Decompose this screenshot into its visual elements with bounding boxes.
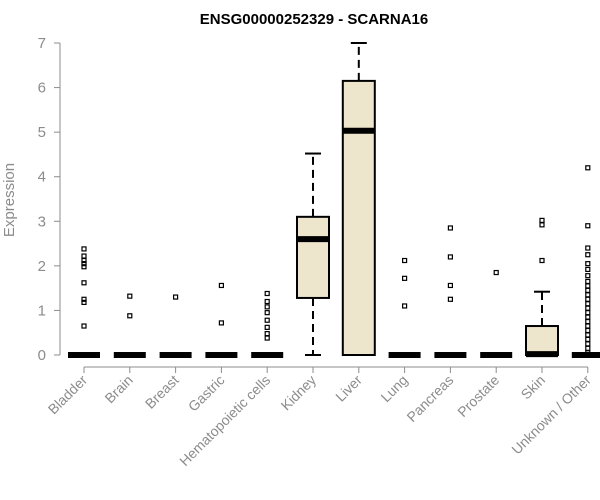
x-tick-label: Gastric	[185, 372, 228, 415]
outlier-point	[264, 324, 270, 330]
outlier-point	[447, 282, 453, 289]
x-tick-label: Pancreas	[403, 372, 456, 425]
outlier-point	[539, 257, 545, 264]
outlier-point	[264, 335, 270, 341]
box	[296, 215, 330, 299]
outlier-point	[585, 252, 591, 258]
outlier-point	[264, 298, 270, 305]
outlier-point	[585, 341, 591, 347]
outlier-point	[585, 283, 591, 289]
outlier-point	[81, 299, 87, 306]
box	[525, 325, 559, 356]
outlier-point	[585, 223, 591, 229]
outlier-point	[81, 253, 87, 259]
y-tick-label: 0	[38, 347, 46, 364]
chart-title: ENSG00000252329 - SCARNA16	[200, 11, 428, 28]
box-group	[251, 290, 284, 358]
outlier-point	[585, 245, 591, 251]
outlier-point	[585, 327, 591, 334]
outlier-point	[264, 317, 270, 323]
outlier-point	[402, 275, 408, 281]
box-group	[388, 257, 421, 358]
outlier-point	[585, 266, 591, 273]
outlier-point	[585, 318, 591, 325]
outlier-point	[173, 294, 179, 300]
box-group	[205, 282, 238, 358]
outlier-point	[585, 278, 591, 285]
box-series	[68, 42, 600, 358]
outlier-point	[585, 261, 591, 267]
outlier-point	[127, 293, 133, 299]
outlier-point	[585, 301, 591, 307]
y-tick-label: 1	[38, 302, 46, 319]
x-tick-label: Hematopoietic cells	[176, 372, 273, 469]
box	[341, 79, 376, 356]
x-tick-label: Prostate	[454, 372, 502, 420]
outlier-point	[447, 225, 453, 231]
outlier-point	[585, 336, 591, 342]
outlier-point	[585, 345, 591, 351]
x-tick-label: Kidney	[278, 372, 320, 414]
outlier-point	[539, 222, 545, 228]
x-tick-label: Bladder	[45, 372, 91, 418]
outlier-point	[585, 273, 591, 279]
outlier-point	[585, 165, 591, 171]
outlier-point	[264, 331, 270, 337]
y-tick-label: 2	[38, 258, 46, 275]
box-group	[341, 42, 376, 356]
outlier-point	[447, 254, 453, 260]
y-axis-label: Expression	[1, 163, 18, 237]
outlier-point	[402, 257, 408, 264]
outlier-point	[585, 292, 591, 298]
outlier-point	[264, 290, 270, 297]
outlier-point	[81, 246, 87, 252]
outlier-point	[81, 264, 87, 270]
outlier-point	[127, 313, 133, 319]
outlier-point	[402, 303, 408, 309]
y-axis: 0 1 2 3 4 5 6 7	[38, 35, 61, 364]
outlier-point	[585, 296, 591, 302]
outlier-point	[585, 332, 591, 338]
box-group	[113, 293, 146, 358]
y-tick-label: 6	[38, 80, 46, 97]
outlier-point	[264, 310, 270, 316]
y-tick-label: 4	[38, 169, 46, 186]
outlier-point	[218, 320, 224, 326]
outlier-point	[585, 287, 591, 293]
box-group	[68, 246, 100, 358]
outlier-point	[81, 323, 87, 329]
outlier-point	[585, 305, 591, 311]
outlier-point	[493, 269, 499, 276]
box-group	[296, 152, 330, 356]
y-tick-label: 3	[38, 213, 46, 230]
x-tick-label: Brain	[101, 372, 135, 406]
x-tick-label: Unknown / Other	[508, 372, 594, 458]
outlier-point	[218, 282, 224, 289]
x-tick-label: Liver	[332, 372, 365, 405]
box-group	[159, 294, 192, 358]
box-group	[571, 165, 600, 358]
outlier-point	[264, 304, 270, 310]
y-tick-label: 7	[38, 35, 46, 52]
x-tick-label: Breast	[142, 372, 182, 412]
outlier-point	[539, 217, 545, 223]
x-tick-label: Lung	[377, 372, 410, 405]
outlier-point	[585, 323, 591, 329]
x-tick-label: Skin	[518, 372, 549, 403]
outlier-point	[81, 261, 87, 267]
outlier-point	[81, 280, 87, 286]
box-group	[434, 225, 467, 358]
outlier-point	[447, 296, 453, 302]
box-group	[525, 217, 559, 358]
outlier-point	[81, 296, 87, 302]
box-group	[480, 269, 513, 358]
y-tick-label: 5	[38, 124, 46, 141]
outlier-point	[585, 310, 591, 316]
outlier-point	[585, 314, 591, 320]
